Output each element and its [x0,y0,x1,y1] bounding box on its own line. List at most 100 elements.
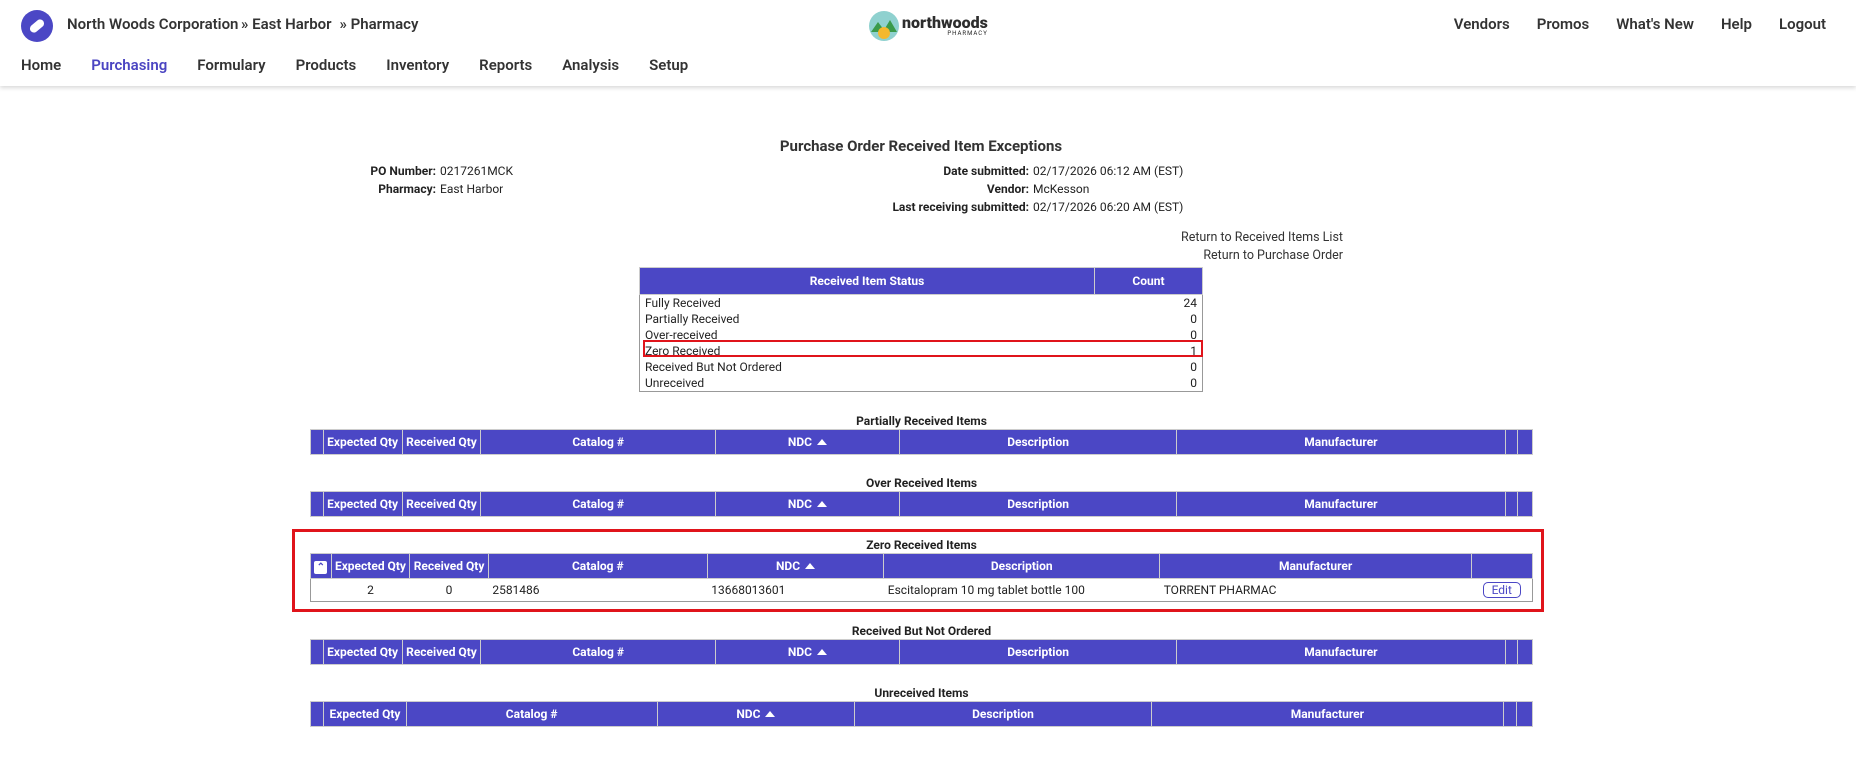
status-label: Zero Received [645,344,721,358]
spacer-cell [1504,639,1519,665]
column-header: Received Item Status [639,267,1095,295]
spacer-cell [1517,491,1533,517]
column-header: Expected Qty [323,701,407,727]
info-label: PO Number: [370,164,436,178]
column-header: Description [899,639,1178,665]
section-title: Received But Not Ordered [851,624,992,638]
top-link[interactable]: Logout [1778,15,1826,33]
status-count: 24 [1183,296,1198,310]
item-cell: 2 [367,583,374,597]
info-label: Vendor: [986,182,1029,196]
column-header: Description [899,429,1178,455]
nav-item[interactable]: Formulary [197,56,266,74]
logo-text: northwoods [902,13,988,32]
status-table: Received Item Status Count Fully Received 2… [639,267,1203,392]
column-header: Received Qty [401,429,482,455]
column-header: Catalog # [480,491,716,517]
top-link[interactable]: Promos [1536,15,1590,33]
edit-button[interactable]: Edit [1482,582,1521,598]
breadcrumb-item[interactable]: » Pharmacy [339,15,419,33]
highlight-box [643,340,1203,357]
nav-item[interactable]: Inventory [386,56,450,74]
nav-item[interactable]: Setup [649,56,689,74]
top-link[interactable]: What's New [1616,15,1694,33]
section-title: Unreceived Items [874,686,969,700]
section: Over Received Items Expected Qty Received … [310,475,1533,517]
status-count: 0 [1190,328,1197,342]
item-cell: Escitalopram 10 mg tablet bottle 100 [887,583,1085,597]
logo: northwoods PHARMACY [868,10,988,42]
info-value: McKesson [1033,182,1090,196]
column-header[interactable]: NDC [714,491,901,517]
nav-item[interactable]: Products [295,56,357,74]
top-links: Vendors Promos What's New Help Logout [1427,15,1826,33]
column-header: Manufacturer [1150,701,1504,727]
return-link[interactable]: Return to Purchase Order [1203,248,1343,263]
column-header: Description [854,701,1152,727]
column-header: Expected Qty [322,639,403,665]
status-label: Over-received [645,328,718,342]
nav-item[interactable]: Purchasing [91,56,168,74]
collapse-cell [310,491,324,517]
section-title: Over Received Items [865,476,978,490]
section: Zero Received Items ⌃ Expected Qty Received… [310,537,1534,602]
collapse-cell [310,429,324,455]
nav-item[interactable]: Home [21,56,62,74]
top-link[interactable]: Help [1720,15,1752,33]
column-header: Count [1094,267,1203,295]
app-icon [21,10,53,42]
header-row: Expected Qty Received Qty Catalog # NDC Desc… [310,429,1533,455]
info-value: 02/17/2026 06:12 AM (EST) [1033,164,1184,178]
item-cell: 13668013601 [711,583,786,597]
items-table: Expected Qty Received Qty Catalog # NDC Desc… [310,491,1533,517]
status-count: 1 [1190,344,1197,358]
status-label: Received But Not Ordered [645,360,782,374]
column-header: Catalog # [487,553,708,579]
status-label: Partially Received [645,312,740,326]
items-table: ⌃ Expected Qty Received Qty Catalog # NDC Des… [310,553,1534,602]
column-header: Received Qty [409,553,489,579]
item-cell: 2581486 [492,583,540,597]
breadcrumb-item[interactable]: » East Harbor [241,15,332,33]
nav-item[interactable]: Analysis [562,56,620,74]
section: Unreceived Items Expected Qty Catalog # NDC… [309,685,1533,727]
spacer-cell [1516,701,1533,727]
item-cell: 0 [445,583,453,597]
status-row: Zero Received 1 [640,343,1203,359]
items-table: Expected Qty Catalog # NDC Description Manuf… [309,701,1533,727]
return-link[interactable]: Return to Received Items List [1181,230,1343,245]
column-header[interactable]: NDC [656,701,856,727]
section-title: Partially Received Items [856,414,987,428]
column-header: Expected Qty [322,491,403,517]
info-row: Pharmacy: East Harbor [310,180,513,198]
column-header[interactable]: NDC [706,553,885,579]
nav-item[interactable]: Reports [479,56,533,74]
info-label: Date submitted: [943,164,1029,178]
status-row: Over-received 0 [640,327,1203,343]
page-title: Purchase Order Received Item Exceptions [779,137,1063,155]
items-table: Expected Qty Received Qty Catalog # NDC Desc… [310,429,1533,455]
status-row: Fully Received 24 [640,295,1203,312]
info-row: Last receiving submitted: 02/17/2026 06:2… [820,198,1183,216]
spacer-cell [1502,701,1518,727]
column-header: Expected Qty [330,553,411,579]
collapse-icon[interactable]: ⌃ [314,560,328,574]
column-header[interactable]: NDC [714,429,901,455]
company-name: North Woods Corporation [67,15,239,33]
po-info-right: Date submitted: 02/17/2026 06:12 AM (EST)… [820,162,1183,216]
status-label: Unreceived [645,376,705,390]
collapse-cell: ⌃ [310,553,332,579]
items-table: Expected Qty Received Qty Catalog # NDC Desc… [310,639,1533,665]
status-row: Partially Received 0 [640,311,1203,327]
status-label: Fully Received [645,296,721,310]
top-link[interactable]: Vendors [1453,15,1510,33]
spacer-cell [1517,639,1533,665]
spacer-cell [1504,429,1519,455]
column-header: Description [883,553,1161,579]
column-header: Received Qty [401,639,482,665]
logo-subtext: PHARMACY [947,30,988,37]
column-header: Catalog # [480,429,716,455]
header-row: Received Item Status Count [639,267,1203,295]
column-header[interactable]: NDC [714,639,901,665]
